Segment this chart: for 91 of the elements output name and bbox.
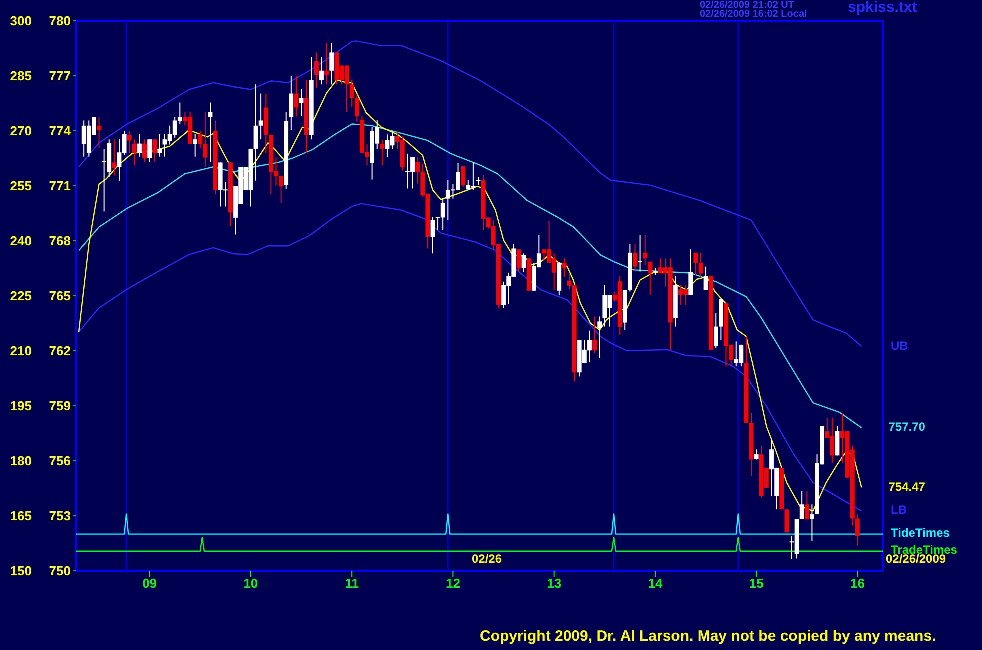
candlestick [208,102,213,162]
candlestick [254,84,258,182]
y2-tick-label: 180 [10,454,32,469]
candlestick [754,449,759,460]
candlestick [694,252,698,276]
candlestick [633,244,638,272]
candlestick [132,139,137,166]
candlestick [320,56,324,86]
candlestick [380,140,385,166]
y-tick-label: 774 [49,124,72,139]
y-tick-label: 777 [49,68,71,84]
annotation: 02/26 [472,552,502,566]
y2-tick-label: 210 [10,344,32,359]
y2-tick-label: 240 [10,234,32,249]
x-tick-label: 10 [244,576,258,592]
candlestick [804,490,810,520]
line-series [78,124,862,429]
text: Copyright 2009, Dr. Al Larson. May not be copied by any means. [480,628,936,645]
candlestick [193,134,198,158]
x-tick-label: 16 [850,576,865,592]
candlestick [592,316,597,354]
candlestick [516,249,522,273]
text: 02/26/2009 16:02 Local [700,9,808,20]
y-tick-label: 771 [49,178,71,194]
candlestick [461,166,466,188]
y2-tick-label: 195 [10,398,32,414]
candlestick [258,93,264,140]
candlestick [152,139,158,162]
x-tick-label: 13 [547,576,562,592]
y2-tick-label: 165 [10,508,32,524]
line-series [78,40,862,348]
candlestick [289,76,294,131]
y2-tick-label: 270 [10,124,32,139]
text: spkiss.txt [848,0,918,16]
candlestick [430,216,436,254]
candlestick [810,504,814,542]
candlestick [97,116,102,149]
y2-tick-label: 150 [10,564,32,579]
candlestick [416,156,420,184]
candlestick [324,42,329,86]
y2-tick-label: 300 [10,14,32,29]
candlestick [643,234,648,266]
candlestick [330,42,334,86]
y-tick-label: 762 [49,344,71,359]
candlestick [446,180,450,221]
text: LB [891,503,907,518]
candlestick [142,139,147,162]
candlestick [562,258,567,278]
x-tick-label: 14 [648,576,664,592]
candlestick [522,253,526,273]
candlestick [198,130,203,149]
candlestick [314,52,319,89]
candlestick [784,509,790,534]
y2-tick-label: 285 [10,68,32,84]
candlestick [704,266,708,291]
candlestick [158,134,162,158]
candlestick [598,316,602,359]
candlestick [648,261,653,296]
candlestick [698,252,704,278]
y-tick-label: 768 [49,234,71,249]
candlestick [203,112,208,168]
candlestick [148,139,152,162]
x-tick-label: 15 [749,576,764,592]
x-tick-label: 09 [142,576,158,592]
series-label: TideTimes [891,526,950,540]
y-tick-label: 753 [49,508,71,524]
candlestick [638,234,642,272]
annotation: 757.70 [888,420,926,434]
y2-tick-label: 225 [10,288,32,304]
candlestick [350,79,354,108]
y-tick-label: 765 [49,288,71,304]
text: 02/26/2009 21:02 UT [700,0,795,11]
annotation: 754.47 [888,480,926,494]
x-tick-label: 11 [345,576,359,592]
candlestick [856,514,860,547]
candlestick [800,490,804,520]
y-tick-label: 750 [49,564,71,579]
candlestick [688,249,694,296]
text: UB [891,338,908,353]
y-tick-label: 780 [49,14,71,29]
candlestick [714,312,718,349]
candlestick [354,94,360,122]
y2-tick-label: 255 [10,178,32,194]
candlestick [279,176,284,204]
candlestick [138,134,142,158]
x-tick-label: 12 [446,576,460,592]
y-tick-label: 756 [49,454,71,469]
line-series [78,203,862,512]
candlestick [127,130,132,154]
y-tick-label: 759 [49,398,71,414]
candlestick [112,139,117,176]
